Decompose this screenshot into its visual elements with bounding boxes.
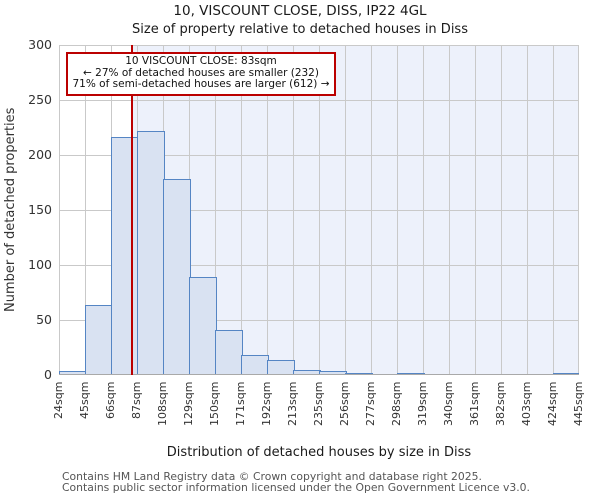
horizontal-gridline: [59, 210, 579, 211]
x-tick-label: 340sqm: [442, 382, 455, 427]
histogram-bar: [553, 372, 579, 375]
x-tick-label: 150sqm: [208, 382, 221, 427]
property-size-marker-line: [130, 45, 133, 375]
horizontal-gridline: [59, 155, 579, 156]
annotation-box: 10 VISCOUNT CLOSE: 83sqm ← 27% of detach…: [66, 52, 336, 96]
x-tick-label: 256sqm: [338, 382, 351, 427]
annotation-line-3: 71% of semi-detached houses are larger (…: [72, 78, 330, 91]
histogram-bar: [85, 304, 113, 375]
x-tick-label: 66sqm: [104, 382, 117, 420]
x-tick-label: 171sqm: [234, 382, 247, 427]
horizontal-gridline: [59, 45, 579, 46]
histogram-bar: [137, 130, 165, 375]
annotation-line-2: ← 27% of detached houses are smaller (23…: [83, 66, 319, 79]
histogram-bar: [189, 277, 217, 375]
histogram-bar: [397, 372, 425, 375]
annotation-line-1: 10 VISCOUNT CLOSE: 83sqm: [125, 55, 277, 67]
y-tick-label: 300: [28, 37, 52, 52]
histogram-bar: [163, 179, 191, 375]
x-tick-label: 87sqm: [130, 382, 143, 420]
chart-subtitle: Size of property relative to detached ho…: [132, 22, 468, 37]
x-tick-label: 445sqm: [572, 382, 585, 427]
x-tick-label: 361sqm: [468, 382, 481, 427]
y-tick-label: 50: [36, 312, 52, 327]
x-tick-label: 45sqm: [78, 382, 91, 420]
plot-area: [59, 45, 579, 375]
y-tick-label: 0: [44, 367, 52, 382]
histogram-bar: [241, 355, 269, 375]
x-tick-label: 108sqm: [156, 382, 169, 427]
x-tick-label: 298sqm: [390, 382, 403, 427]
histogram-bar: [267, 359, 295, 375]
footer-attribution-line-2: Contains public sector information licen…: [62, 481, 530, 494]
x-tick-label: 424sqm: [546, 382, 559, 427]
horizontal-gridline: [59, 320, 579, 321]
x-tick-label: 403sqm: [520, 382, 533, 427]
x-tick-label: 129sqm: [182, 382, 195, 427]
y-tick-label: 250: [28, 92, 52, 107]
x-tick-label: 192sqm: [260, 382, 273, 427]
y-tick-label: 200: [28, 147, 52, 162]
histogram-bar: [345, 372, 373, 375]
x-tick-label: 213sqm: [286, 382, 299, 427]
y-axis-title: Number of detached properties: [3, 107, 18, 313]
x-tick-label: 235sqm: [312, 382, 325, 427]
x-axis-line: [59, 374, 579, 375]
chart-title: 10, VISCOUNT CLOSE, DISS, IP22 4GL: [173, 3, 427, 19]
x-tick-label: 24sqm: [52, 382, 65, 420]
horizontal-gridline: [59, 100, 579, 101]
y-tick-label: 100: [28, 257, 52, 272]
x-tick-label: 382sqm: [494, 382, 507, 427]
histogram-bar: [215, 329, 243, 375]
histogram-bar: [111, 137, 139, 375]
x-tick-label: 277sqm: [364, 382, 377, 427]
horizontal-gridline: [59, 265, 579, 266]
footer-attribution-line-1: Contains HM Land Registry data © Crown c…: [62, 470, 482, 483]
y-tick-label: 150: [28, 202, 52, 217]
x-axis-title: Distribution of detached houses by size …: [166, 445, 472, 460]
x-tick-label: 319sqm: [416, 382, 429, 427]
